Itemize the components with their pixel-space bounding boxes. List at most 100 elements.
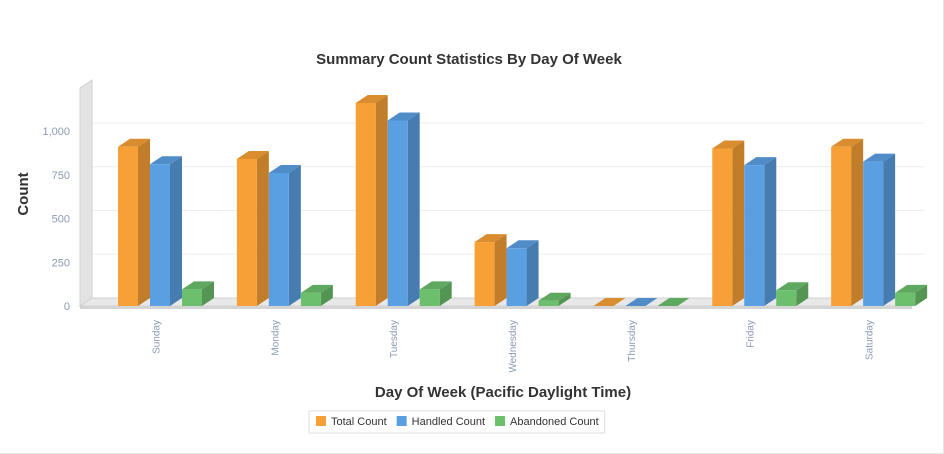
bar-front — [236, 159, 257, 306]
bar-side — [439, 281, 452, 306]
bar-front — [776, 290, 797, 306]
bar-front — [300, 292, 321, 306]
y-tick-label: 750 — [52, 170, 70, 182]
bar — [387, 112, 420, 306]
bar-side — [288, 165, 301, 306]
bar-top — [625, 298, 658, 306]
bar-top — [150, 156, 182, 165]
bar-side — [494, 234, 507, 306]
bar — [712, 140, 745, 306]
bar — [236, 151, 269, 306]
bar-top — [863, 153, 896, 162]
chart-title: Summary Count Statistics By Day Of Week — [316, 51, 622, 68]
bar-top — [538, 292, 571, 301]
bar-side — [170, 156, 182, 306]
bar-top — [236, 151, 269, 159]
bar-front — [355, 103, 376, 306]
bar-side — [764, 157, 777, 306]
bar-side — [732, 140, 745, 306]
legend-swatch — [316, 416, 326, 426]
ticks-layer: 0 250 500 750 1,000 Sunday Monday Tuesday Wednes… — [42, 126, 875, 373]
axis-side-wall — [79, 79, 93, 307]
legend: Total Count Handled Count Abandoned Count — [308, 410, 606, 434]
bar — [625, 298, 658, 306]
x-tick-label: Friday — [746, 320, 757, 348]
bar — [300, 284, 333, 306]
bar — [506, 240, 539, 306]
bar-top — [355, 95, 388, 103]
bar — [831, 138, 864, 306]
bar-top — [895, 284, 928, 293]
x-axis-label: Day Of Week (Pacific Daylight Time) — [375, 384, 631, 401]
bar-top — [419, 281, 452, 290]
bar-front — [863, 161, 884, 306]
bar — [474, 234, 507, 306]
x-tick-label: Saturday — [865, 320, 876, 360]
bar — [895, 284, 928, 306]
axis-floor-edge — [80, 306, 912, 309]
bar-front — [419, 289, 440, 306]
bar-side — [526, 240, 539, 306]
bar-top — [593, 298, 626, 306]
bar-top — [474, 234, 507, 243]
legend-box — [308, 410, 606, 434]
bar-front — [712, 148, 733, 306]
bar-top — [387, 112, 420, 121]
y-tick-label: 1,000 — [42, 126, 70, 138]
bar-top — [300, 284, 333, 293]
bar — [150, 156, 182, 306]
y-tick-label: 500 — [52, 214, 70, 226]
x-tick-label: Wednesday — [508, 320, 519, 373]
bar-top — [506, 240, 539, 249]
bar-side — [796, 282, 809, 306]
bar-side — [915, 284, 928, 306]
bar-front — [268, 173, 289, 306]
bar-top — [712, 140, 745, 149]
bar — [538, 292, 571, 306]
bar — [657, 298, 690, 306]
bar-side — [138, 138, 150, 306]
bar-front — [538, 300, 559, 306]
bar-side — [407, 112, 420, 306]
bar-front — [387, 120, 408, 306]
bar-top — [744, 157, 777, 166]
bar-side — [851, 138, 864, 306]
x-tick-label: Tuesday — [389, 320, 400, 358]
y-tick-label: 250 — [52, 257, 70, 269]
bar-front — [150, 164, 170, 306]
bar-front — [506, 248, 527, 306]
bar-top — [776, 282, 809, 291]
bars-layer — [118, 95, 928, 306]
bar — [268, 165, 301, 306]
bar — [419, 281, 452, 306]
legend-item[interactable]: Abandoned Count — [495, 416, 599, 428]
bar-top — [182, 281, 214, 290]
legend-swatch — [495, 416, 506, 426]
bar-front — [744, 165, 765, 306]
legend-item[interactable]: Handled Count — [396, 416, 485, 428]
bar-side — [202, 281, 214, 306]
bar-side — [375, 95, 388, 306]
x-tick-label: Monday — [270, 320, 281, 356]
bar-front — [474, 242, 495, 306]
y-axis-label: Count — [15, 172, 32, 215]
legend-item[interactable]: Total Count — [316, 416, 387, 428]
legend-label: Abandoned Count — [510, 416, 599, 428]
legend-label: Handled Count — [412, 416, 485, 428]
bar-side — [256, 151, 269, 306]
y-tick-label: 0 — [64, 301, 70, 313]
bar-side — [883, 153, 896, 306]
bar — [593, 298, 626, 306]
bar — [744, 157, 777, 306]
bar-side — [320, 284, 333, 306]
bar — [182, 281, 214, 306]
bar-front — [895, 292, 916, 306]
bar — [118, 138, 150, 306]
bar-top — [831, 138, 864, 147]
x-tick-label: Sunday — [151, 320, 162, 354]
bar-side — [558, 292, 571, 306]
bar-front — [182, 289, 202, 306]
legend-swatch — [396, 416, 407, 426]
